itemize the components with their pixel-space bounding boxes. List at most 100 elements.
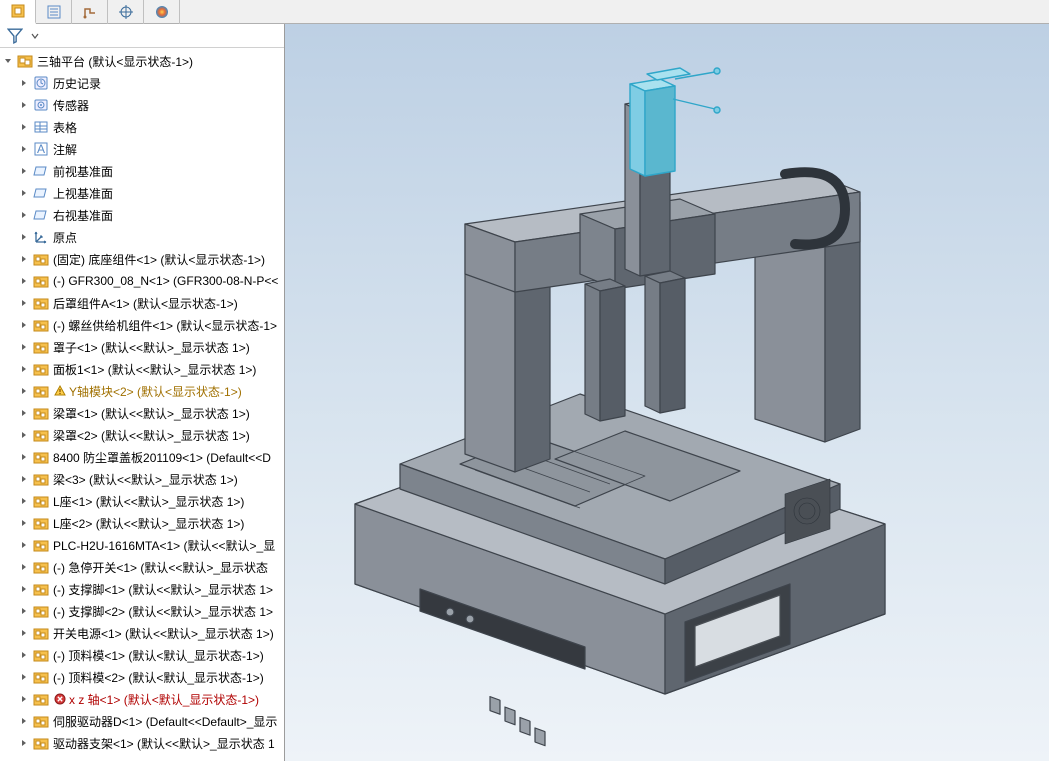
- asm-icon: [32, 537, 50, 553]
- tree-item[interactable]: 梁罩<2> (默认<<默认>_显示状态 1>): [0, 424, 284, 446]
- plane-icon: [32, 185, 50, 201]
- expand-icon[interactable]: [18, 77, 30, 89]
- tree-item-label: L座<2> (默认<<默认>_显示状态 1>): [53, 515, 244, 532]
- tree-item[interactable]: 梁<3> (默认<<默认>_显示状态 1>): [0, 468, 284, 490]
- expand-icon[interactable]: [18, 649, 30, 661]
- expand-icon[interactable]: [18, 407, 30, 419]
- history-icon: [32, 75, 50, 91]
- tree-item[interactable]: 传感器: [0, 94, 284, 116]
- graphics-viewport[interactable]: [285, 24, 1049, 761]
- expand-icon[interactable]: [18, 187, 30, 199]
- tree-item[interactable]: (-) 顶料模<1> (默认<默认_显示状态-1>): [0, 644, 284, 666]
- expand-icon[interactable]: [18, 275, 30, 287]
- expand-icon[interactable]: [18, 143, 30, 155]
- tab-list[interactable]: [36, 0, 72, 24]
- tree-item-label: (-) GFR300_08_N<1> (GFR300-08-N-P<<: [53, 274, 278, 288]
- expand-icon[interactable]: [2, 55, 14, 67]
- tree-item[interactable]: x z 轴<1> (默认<默认_显示状态-1>): [0, 688, 284, 710]
- tree-item[interactable]: 罩子<1> (默认<<默认>_显示状态 1>): [0, 336, 284, 358]
- tree-item-label: 面板1<1> (默认<<默认>_显示状态 1>): [53, 361, 256, 378]
- expand-icon[interactable]: [18, 583, 30, 595]
- model-render: [285, 24, 1049, 761]
- expand-icon[interactable]: [18, 319, 30, 331]
- funnel-icon[interactable]: [6, 28, 24, 44]
- tree-item[interactable]: (-) 顶料模<2> (默认<默认_显示状态-1>): [0, 666, 284, 688]
- tree-item[interactable]: PLC-H2U-1616MTA<1> (默认<<默认>_显: [0, 534, 284, 556]
- tree-item-label: 罩子<1> (默认<<默认>_显示状态 1>): [53, 339, 250, 356]
- tree-item[interactable]: 驱动器支架<1> (默认<<默认>_显示状态 1: [0, 732, 284, 754]
- expand-icon[interactable]: [18, 363, 30, 375]
- expand-icon[interactable]: [18, 715, 30, 727]
- tree-item-label: L座<1> (默认<<默认>_显示状态 1>): [53, 493, 244, 510]
- expand-icon[interactable]: [18, 693, 30, 705]
- expand-icon[interactable]: [18, 451, 30, 463]
- asm-icon: [32, 361, 50, 377]
- tree-root-label: 三轴平台 (默认<显示状态-1>): [37, 53, 193, 70]
- tree-item[interactable]: (-) 螺丝供给机组件<1> (默认<显示状态-1>: [0, 314, 284, 336]
- tree-item[interactable]: 表格: [0, 116, 284, 138]
- expand-icon[interactable]: [18, 495, 30, 507]
- expand-icon[interactable]: [18, 99, 30, 111]
- expand-icon[interactable]: [18, 121, 30, 133]
- asm-icon: [32, 493, 50, 509]
- tree-item[interactable]: 后罩组件A<1> (默认<显示状态-1>): [0, 292, 284, 314]
- tree-item[interactable]: (-) 支撑脚<2> (默认<<默认>_显示状态 1>: [0, 600, 284, 622]
- expand-icon[interactable]: [18, 517, 30, 529]
- plane-icon: [32, 163, 50, 179]
- asm-icon: [32, 713, 50, 729]
- tree-item[interactable]: 8400 防尘罩盖板201109<1> (Default<<D: [0, 446, 284, 468]
- tree-item[interactable]: 面板1<1> (默认<<默认>_显示状态 1>): [0, 358, 284, 380]
- tree-item[interactable]: (-) GFR300_08_N<1> (GFR300-08-N-P<<: [0, 270, 284, 292]
- expand-icon[interactable]: [18, 209, 30, 221]
- expand-icon[interactable]: [18, 627, 30, 639]
- expand-icon[interactable]: [18, 165, 30, 177]
- tree-item-label: (-) 螺丝供给机组件<1> (默认<显示状态-1>: [53, 317, 277, 334]
- expand-icon[interactable]: [18, 231, 30, 243]
- expand-icon[interactable]: [18, 253, 30, 265]
- tab-sketch[interactable]: [72, 0, 108, 24]
- tree-root[interactable]: 三轴平台 (默认<显示状态-1>): [0, 50, 284, 72]
- asm-icon: [32, 383, 50, 399]
- tree-item-label: 后罩组件A<1> (默认<显示状态-1>): [53, 295, 238, 312]
- feature-tabbar: [0, 0, 1049, 24]
- tree-item[interactable]: (固定) 底座组件<1> (默认<显示状态-1>): [0, 248, 284, 270]
- asm-icon: [32, 625, 50, 641]
- expand-icon[interactable]: [18, 561, 30, 573]
- tree-item-label: PLC-H2U-1616MTA<1> (默认<<默认>_显: [53, 537, 275, 554]
- tree-item-label: 驱动器支架<1> (默认<<默认>_显示状态 1: [53, 735, 275, 752]
- feature-tree: 三轴平台 (默认<显示状态-1>) 历史记录传感器表格A注解前视基准面上视基准面右…: [0, 48, 284, 761]
- tree-item[interactable]: 开关电源<1> (默认<<默认>_显示状态 1>): [0, 622, 284, 644]
- tab-target[interactable]: [108, 0, 144, 24]
- tree-item[interactable]: 梁罩<1> (默认<<默认>_显示状态 1>): [0, 402, 284, 424]
- expand-icon[interactable]: [18, 297, 30, 309]
- tree-item[interactable]: Y轴模块<2> (默认<显示状态-1>): [0, 380, 284, 402]
- expand-icon[interactable]: [18, 737, 30, 749]
- tree-item[interactable]: 上视基准面: [0, 182, 284, 204]
- expand-icon[interactable]: [18, 473, 30, 485]
- tab-appearance[interactable]: [144, 0, 180, 24]
- tree-item[interactable]: 右视基准面: [0, 204, 284, 226]
- tree-item[interactable]: 伺服驱动器D<1> (Default<<Default>_显示: [0, 710, 284, 732]
- tree-item[interactable]: (-) 急停开关<1> (默认<<默认>_显示状态: [0, 556, 284, 578]
- tree-item[interactable]: 前视基准面: [0, 160, 284, 182]
- tab-assembly[interactable]: [0, 0, 36, 24]
- asm-icon: [32, 691, 50, 707]
- tree-item[interactable]: 原点: [0, 226, 284, 248]
- tree-item[interactable]: L座<1> (默认<<默认>_显示状态 1>): [0, 490, 284, 512]
- expand-icon[interactable]: [18, 341, 30, 353]
- filter-chevron-icon[interactable]: [29, 30, 41, 42]
- expand-icon[interactable]: [18, 539, 30, 551]
- tree-item-label: 右视基准面: [53, 207, 113, 224]
- asm-icon: [32, 735, 50, 751]
- tree-item[interactable]: (-) 支撑脚<1> (默认<<默认>_显示状态 1>: [0, 578, 284, 600]
- expand-icon[interactable]: [18, 429, 30, 441]
- tree-item[interactable]: 历史记录: [0, 72, 284, 94]
- tree-item-label: 历史记录: [53, 75, 101, 92]
- tree-item-label: 上视基准面: [53, 185, 113, 202]
- expand-icon[interactable]: [18, 385, 30, 397]
- expand-icon[interactable]: [18, 671, 30, 683]
- tree-filter-row: [0, 24, 284, 48]
- expand-icon[interactable]: [18, 605, 30, 617]
- tree-item[interactable]: L座<2> (默认<<默认>_显示状态 1>): [0, 512, 284, 534]
- tree-item[interactable]: A注解: [0, 138, 284, 160]
